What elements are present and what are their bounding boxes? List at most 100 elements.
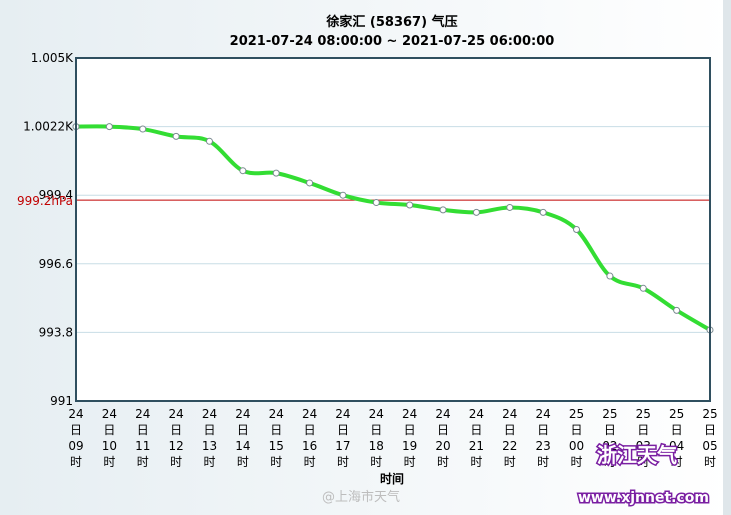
x-tick-label: 25 日 00 时 [569, 407, 584, 469]
plot-border [75, 57, 711, 402]
x-tick-part: 日 [704, 423, 716, 437]
x-tick-label: 24 日 16 时 [302, 407, 317, 469]
plot-area [76, 58, 710, 401]
x-tick-part: 02 [602, 439, 617, 453]
x-tick-part: 25 [602, 407, 617, 421]
x-tick-part: 13 [202, 439, 217, 453]
x-tick-part: 时 [437, 455, 449, 469]
x-tick-part: 时 [537, 455, 549, 469]
x-tick-part: 日 [470, 423, 482, 437]
x-tick-part: 日 [504, 423, 516, 437]
data-point[interactable] [372, 199, 380, 207]
x-tick-part: 00 [569, 439, 584, 453]
x-tick-label: 24 日 18 时 [369, 407, 384, 469]
data-point[interactable] [339, 191, 347, 199]
x-tick-part: 24 [68, 407, 83, 421]
x-tick-part: 时 [103, 455, 115, 469]
x-axis-title: 时间 [380, 471, 404, 486]
y-axis-ticks: 991 993.8 996.6 999.4 1.0022K 1.005K [23, 51, 74, 408]
x-tick-part: 日 [237, 423, 249, 437]
x-tick-part: 24 [102, 407, 117, 421]
x-tick-part: 日 [137, 423, 149, 437]
x-tick-part: 21 [469, 439, 484, 453]
x-tick-part: 日 [370, 423, 382, 437]
x-tick-part: 24 [402, 407, 417, 421]
x-tick-part: 24 [235, 407, 250, 421]
x-tick-part: 时 [370, 455, 382, 469]
x-tick-part: 24 [469, 407, 484, 421]
x-tick-part: 时 [137, 455, 149, 469]
x-tick-part: 15 [269, 439, 284, 453]
data-point[interactable] [606, 272, 614, 280]
x-tick-part: 时 [404, 455, 416, 469]
x-tick-part: 时 [170, 455, 182, 469]
y-tick-label: 996.6 [39, 257, 73, 271]
x-tick-label: 24 日 23 时 [536, 407, 551, 469]
x-tick-label: 24 日 14 时 [235, 407, 250, 469]
data-point[interactable] [673, 306, 681, 314]
reference-line-group: 999.2hPa [17, 194, 710, 208]
data-point[interactable] [272, 169, 280, 177]
data-point[interactable] [205, 137, 213, 145]
data-point[interactable] [539, 208, 547, 216]
chart-subtitle: 2021-07-24 08:00:00 ~ 2021-07-25 06:00:0… [230, 34, 555, 49]
x-tick-part: 09 [68, 439, 83, 453]
data-point[interactable] [139, 125, 147, 133]
x-tick-part: 25 [569, 407, 584, 421]
x-tick-part: 24 [202, 407, 217, 421]
x-tick-part: 时 [504, 455, 516, 469]
x-tick-part: 时 [671, 455, 683, 469]
x-tick-label: 24 日 11 时 [135, 407, 150, 469]
x-tick-label: 24 日 17 时 [335, 407, 350, 469]
x-tick-label: 25 日 02 时 [602, 407, 617, 469]
x-tick-part: 时 [571, 455, 583, 469]
x-tick-part: 日 [337, 423, 349, 437]
x-tick-part: 24 [502, 407, 517, 421]
x-tick-part: 日 [671, 423, 683, 437]
x-tick-part: 24 [269, 407, 284, 421]
data-point[interactable] [306, 179, 314, 187]
y-tick-label: 993.8 [39, 325, 73, 339]
x-tick-part: 时 [203, 455, 215, 469]
x-tick-part: 12 [168, 439, 183, 453]
x-tick-part: 19 [402, 439, 417, 453]
x-tick-part: 时 [237, 455, 249, 469]
x-tick-part: 日 [170, 423, 182, 437]
x-tick-part: 17 [335, 439, 350, 453]
x-tick-label: 24 日 10 时 [102, 407, 117, 469]
x-tick-part: 时 [604, 455, 616, 469]
x-tick-part: 日 [571, 423, 583, 437]
right-edge-bar [723, 0, 731, 515]
pressure-series [72, 123, 714, 334]
x-tick-part: 日 [70, 423, 82, 437]
x-tick-part: 16 [302, 439, 317, 453]
x-tick-label: 25 日 03 时 [636, 407, 651, 469]
data-point[interactable] [639, 284, 647, 292]
data-point[interactable] [506, 203, 514, 211]
chart-title: 徐家汇 (58367) 气压 [325, 14, 457, 30]
x-tick-part: 24 [168, 407, 183, 421]
data-point[interactable] [239, 167, 247, 175]
weibo-watermark: @上海市天气 [322, 489, 400, 505]
x-tick-part: 日 [637, 423, 649, 437]
x-tick-part: 25 [702, 407, 717, 421]
x-tick-label: 24 日 15 时 [269, 407, 284, 469]
data-point[interactable] [573, 226, 581, 233]
x-tick-part: 时 [270, 455, 282, 469]
data-point[interactable] [472, 208, 480, 216]
x-axis-ticks: 24 日 09 时 24 日 10 时 24 日 11 时 24 日 12 时 24 日 13 时 24 日 14 时 24 日 1… [68, 407, 717, 469]
data-point[interactable] [172, 132, 180, 140]
url-watermark: www.xjnnet.com [578, 490, 709, 506]
y-tick-label: 999.4 [39, 188, 73, 202]
x-tick-part: 22 [502, 439, 517, 453]
x-tick-part: 23 [536, 439, 551, 453]
x-tick-part: 时 [704, 455, 716, 469]
data-point[interactable] [439, 206, 447, 214]
x-tick-part: 日 [404, 423, 416, 437]
data-point[interactable] [406, 201, 414, 209]
x-tick-part: 25 [669, 407, 684, 421]
x-tick-part: 日 [604, 423, 616, 437]
data-point[interactable] [105, 123, 113, 131]
x-tick-part: 25 [636, 407, 651, 421]
